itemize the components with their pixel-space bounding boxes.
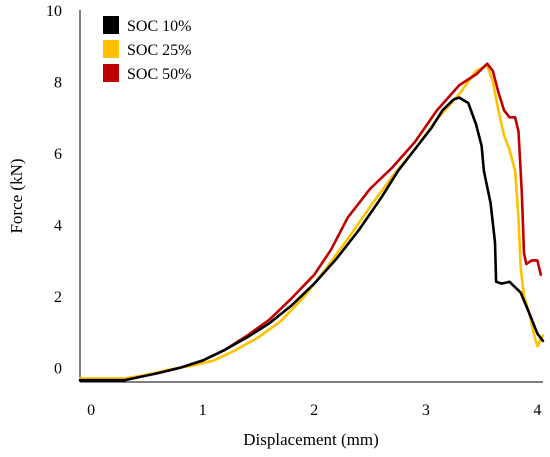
y-tick-label: 2 bbox=[54, 289, 62, 306]
y-tick-label: 0 bbox=[54, 361, 62, 378]
x-tick-label: 3 bbox=[422, 402, 430, 419]
legend: SOC 10% SOC 25% SOC 50% bbox=[103, 16, 191, 83]
legend-label: SOC 10% bbox=[127, 18, 191, 35]
legend-label: SOC 25% bbox=[127, 42, 191, 59]
legend-swatch bbox=[103, 40, 119, 58]
x-tick-label: 1 bbox=[199, 402, 207, 419]
y-tick-label: 8 bbox=[54, 75, 62, 92]
legend-swatch bbox=[103, 64, 119, 82]
series-line-1 bbox=[78, 96, 545, 382]
y-tick-label: 4 bbox=[54, 218, 62, 235]
y-tick-label: 10 bbox=[46, 3, 62, 20]
x-tick-label: 2 bbox=[310, 402, 318, 419]
y-axis-label: Force (kN) bbox=[7, 158, 26, 233]
series-line-3 bbox=[179, 62, 543, 369]
series-layer bbox=[78, 62, 545, 382]
x-axis-label: Displacement (mm) bbox=[243, 430, 379, 449]
x-tick-label: 4 bbox=[533, 402, 541, 419]
plot-frame bbox=[79, 10, 543, 383]
legend-label: SOC 50% bbox=[127, 66, 191, 83]
y-tick-labels: 0 2 4 6 8 10 bbox=[46, 3, 62, 378]
series-line-2 bbox=[78, 64, 545, 380]
y-tick-label: 6 bbox=[54, 146, 62, 163]
x-tick-labels: 0 1 2 3 4 bbox=[87, 402, 541, 419]
x-tick-label: 0 bbox=[87, 402, 95, 419]
legend-swatch bbox=[103, 16, 119, 34]
